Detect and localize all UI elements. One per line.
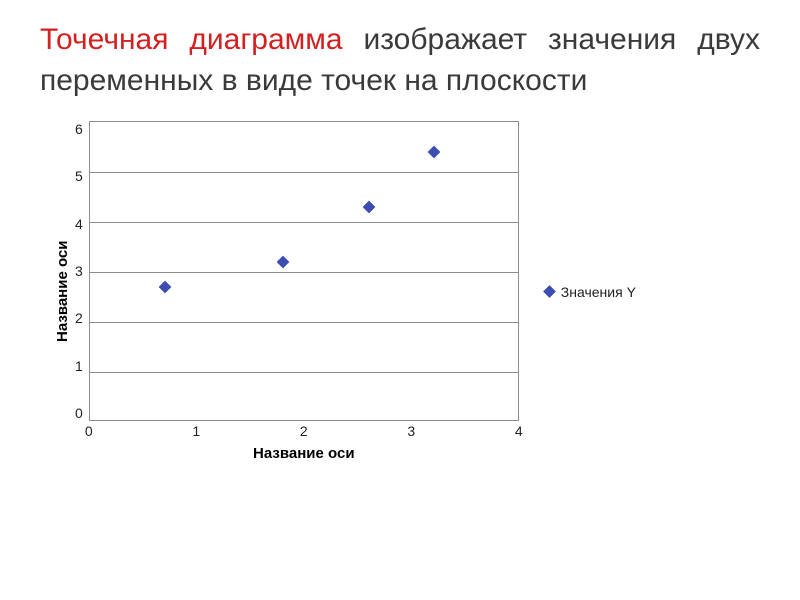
y-axis-ticks: 6 5 4 3 2 1 0: [75, 121, 89, 421]
gridline: [90, 372, 518, 373]
chart-legend: Значения Y: [519, 284, 636, 300]
legend-label: Значения Y: [561, 284, 636, 300]
y-tick: 1: [75, 358, 83, 374]
y-tick: 4: [75, 216, 83, 232]
y-axis-label: Название оси: [50, 121, 75, 462]
legend-marker-icon: [543, 285, 556, 298]
data-point: [277, 256, 290, 269]
data-point: [159, 281, 172, 294]
y-tick: 3: [75, 263, 83, 279]
y-tick: 5: [75, 168, 83, 184]
x-tick: 2: [300, 423, 308, 439]
gridline: [90, 272, 518, 273]
plot-area: [89, 121, 519, 421]
x-tick: 3: [407, 423, 415, 439]
gridline: [90, 222, 518, 223]
x-tick: 4: [515, 423, 523, 439]
scatter-chart: Название оси 6543210 01234 Название оси …: [50, 121, 760, 462]
x-tick: 0: [85, 423, 93, 439]
data-point: [363, 201, 376, 214]
x-axis-ticks: 01234: [89, 421, 519, 439]
gridline: [90, 172, 518, 173]
data-point: [427, 146, 440, 159]
gridline: [90, 322, 518, 323]
x-axis-label: Название оси: [89, 439, 519, 462]
title-highlight: Точечная диаграмма: [40, 23, 343, 56]
y-tick: 6: [75, 121, 83, 137]
y-tick: 2: [75, 310, 83, 326]
y-tick: 0: [75, 405, 83, 421]
slide-title: Точечная диаграмма изображает значения д…: [40, 20, 760, 101]
x-tick: 1: [192, 423, 200, 439]
